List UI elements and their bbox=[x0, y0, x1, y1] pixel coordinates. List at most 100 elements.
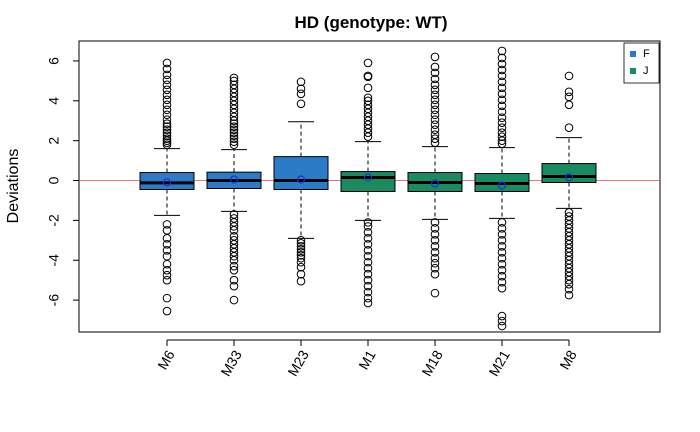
outlier-point bbox=[363, 269, 373, 279]
outlier-point bbox=[564, 275, 574, 285]
outlier-point bbox=[162, 100, 172, 110]
outlier-point bbox=[162, 75, 172, 85]
outlier-point bbox=[430, 224, 440, 233]
outlier-point bbox=[229, 128, 239, 137]
outlier-point bbox=[162, 105, 172, 115]
outlier-point bbox=[162, 119, 172, 129]
outlier-point bbox=[497, 89, 507, 99]
outlier-point bbox=[430, 90, 440, 100]
outlier-point bbox=[296, 239, 306, 248]
outlier-point bbox=[363, 234, 373, 243]
outlier-point bbox=[430, 120, 440, 130]
outlier-point bbox=[229, 116, 239, 126]
legend: FJ bbox=[623, 42, 660, 84]
outlier-point bbox=[363, 263, 373, 273]
x-axis: M6 M33 M23 M1 M18 M21 M8 bbox=[154, 339, 580, 379]
outlier-point bbox=[162, 131, 172, 140]
outlier-point bbox=[296, 89, 306, 99]
outlier-point bbox=[162, 80, 172, 90]
x-tick-label: M18 bbox=[418, 347, 446, 379]
outlier-point bbox=[430, 110, 440, 120]
outlier-point bbox=[296, 253, 306, 263]
outlier-point bbox=[430, 253, 440, 263]
outlier-point bbox=[363, 281, 373, 291]
x-tick-label: M23 bbox=[284, 347, 312, 379]
outlier-point bbox=[564, 123, 574, 133]
outlier-point bbox=[162, 125, 172, 134]
outlier-point bbox=[564, 87, 574, 97]
box-M33 bbox=[206, 73, 262, 305]
y-tick-label: 0 bbox=[46, 176, 62, 184]
outlier-point bbox=[497, 311, 507, 321]
outlier-point bbox=[497, 113, 507, 123]
outlier-point bbox=[430, 218, 440, 227]
outlier-point bbox=[430, 258, 440, 268]
x-tick-label: M8 bbox=[556, 347, 580, 372]
mean-marker bbox=[363, 173, 373, 182]
legend-swatch bbox=[630, 51, 636, 57]
legend-box bbox=[623, 42, 660, 84]
box-M21 bbox=[474, 46, 530, 331]
boxes-layer bbox=[139, 46, 597, 331]
outlier-point bbox=[296, 276, 306, 286]
outlier-point bbox=[430, 62, 440, 72]
outlier-point bbox=[229, 140, 239, 149]
outlier-point bbox=[564, 100, 574, 110]
box-M6 bbox=[139, 58, 195, 316]
legend-swatch bbox=[630, 68, 636, 74]
outlier-point bbox=[229, 73, 239, 83]
mean-marker bbox=[430, 179, 440, 188]
outlier-point bbox=[430, 138, 440, 147]
mean-marker bbox=[229, 175, 239, 184]
outlier-point bbox=[497, 118, 507, 128]
outlier-point bbox=[363, 251, 373, 261]
outlier-point bbox=[497, 139, 507, 148]
box-M23 bbox=[273, 77, 329, 286]
outlier-point bbox=[497, 321, 507, 331]
outlier-point bbox=[229, 226, 239, 235]
mean-marker bbox=[497, 181, 507, 190]
outlier-point bbox=[430, 100, 440, 110]
outlier-point bbox=[229, 222, 239, 231]
outlier-point bbox=[497, 65, 507, 75]
outlier-point bbox=[430, 230, 440, 239]
outlier-point bbox=[229, 275, 239, 285]
outlier-point bbox=[564, 279, 574, 289]
outlier-point bbox=[296, 77, 306, 87]
outlier-point bbox=[162, 140, 172, 149]
outlier-point bbox=[229, 295, 239, 305]
outlier-point bbox=[162, 70, 172, 80]
outlier-point bbox=[296, 241, 306, 251]
y-tick-label: 4 bbox=[46, 97, 62, 105]
outlier-point bbox=[296, 247, 306, 257]
box-M8 bbox=[541, 71, 597, 300]
outlier-point bbox=[363, 83, 373, 93]
outlier-point bbox=[162, 293, 172, 303]
outlier-point bbox=[363, 128, 373, 137]
outlier-point bbox=[162, 64, 172, 74]
outlier-point bbox=[162, 115, 172, 125]
chart-title: HD (genotype: WT) bbox=[295, 13, 448, 32]
outlier-point bbox=[363, 58, 373, 68]
box-M18 bbox=[407, 52, 463, 298]
outlier-point bbox=[229, 122, 239, 132]
outlier-point bbox=[162, 240, 172, 249]
box-M1 bbox=[340, 58, 396, 308]
outlier-point bbox=[363, 287, 373, 297]
outlier-point bbox=[564, 290, 574, 300]
y-tick-label: -4 bbox=[46, 254, 62, 267]
outlier-point bbox=[430, 74, 440, 84]
outlier-point bbox=[229, 255, 239, 265]
outlier-point bbox=[162, 58, 172, 68]
outlier-point bbox=[497, 46, 507, 56]
outlier-point bbox=[162, 234, 172, 243]
outlier-point bbox=[430, 115, 440, 125]
outlier-point bbox=[430, 241, 440, 251]
outlier-point bbox=[229, 112, 239, 122]
outlier-point bbox=[162, 122, 172, 132]
iqr-box bbox=[139, 172, 195, 190]
y-axis: -6 -4 -2 0 2 4 6 bbox=[46, 57, 80, 306]
outlier-point bbox=[497, 230, 507, 239]
outlier-point bbox=[363, 72, 373, 82]
